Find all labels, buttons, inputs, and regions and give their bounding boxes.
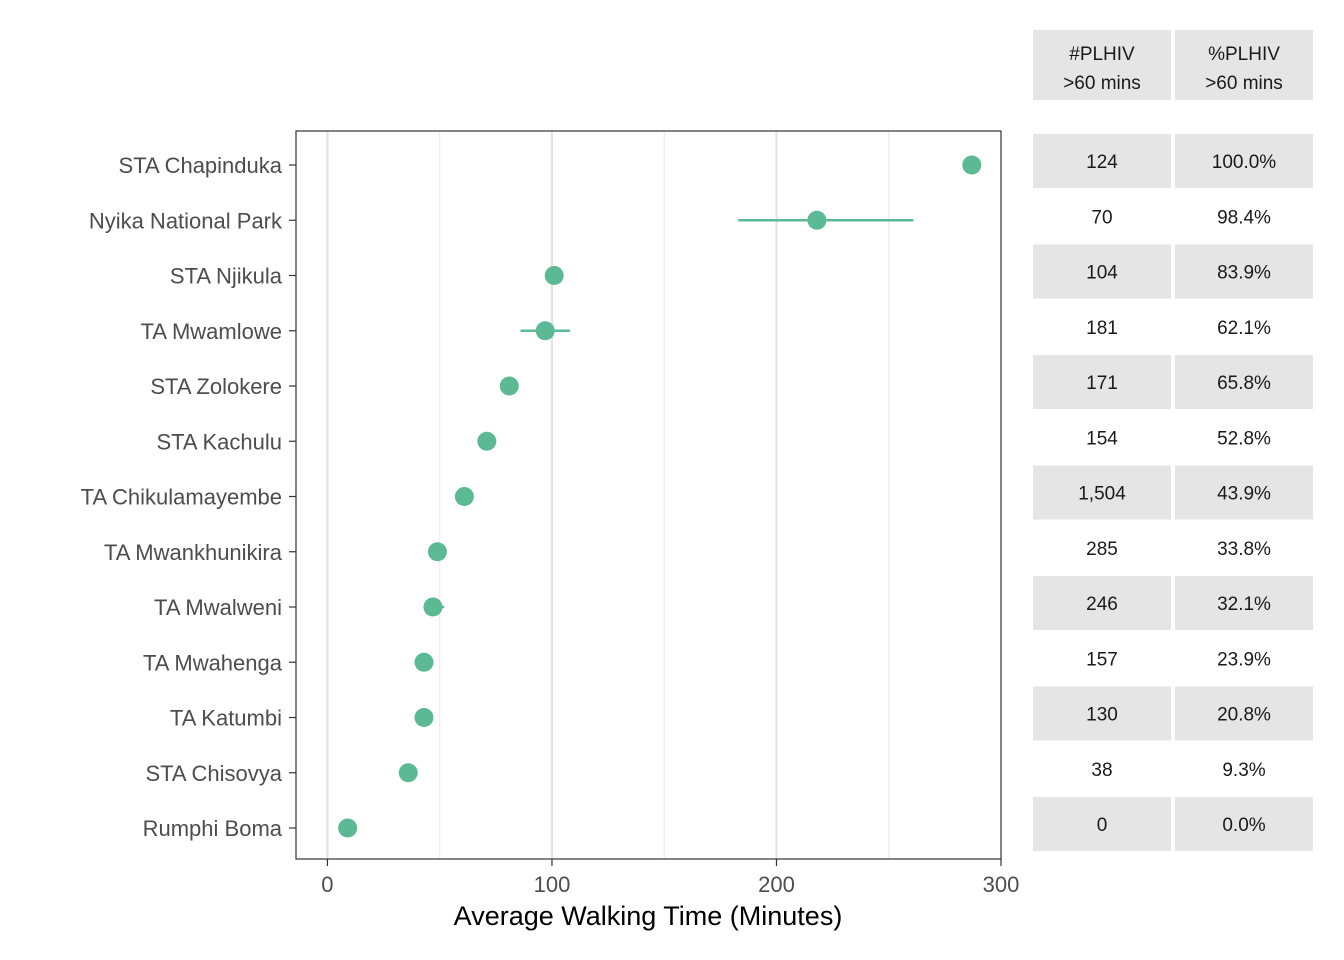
table-header-line2: >60 mins [1063,73,1141,94]
table-header-line1: #PLHIV [1069,44,1135,65]
table-cell-count: 1,504 [1078,484,1126,505]
table-cell-count: 171 [1086,373,1118,394]
table-cell-percent: 33.8% [1217,539,1271,560]
x-tick-label: 0 [321,872,333,897]
table-cell-percent: 62.1% [1217,318,1271,339]
table-row-shade [1175,355,1313,409]
table-cell-percent: 20.8% [1217,705,1271,726]
data-point [414,708,434,727]
data-point [338,818,358,838]
table-row-shade [1175,797,1313,851]
y-tick-label: STA Kachulu [156,429,282,454]
table-cell-percent: 52.8% [1217,428,1271,449]
table-row-shade [1175,686,1313,741]
table-cell-count: 70 [1091,207,1112,228]
y-tick-label: TA Chikulamayembe [81,485,282,510]
table-header-cell [1175,30,1313,100]
data-point [499,376,519,396]
points [338,155,982,838]
table-cell-percent: 43.9% [1217,484,1271,505]
table-row-shade [1175,134,1313,188]
data-point [544,266,564,285]
panel-border [295,130,1002,860]
table-header-cell [1033,30,1171,100]
table-row-shade [1175,244,1313,299]
data-point [398,763,418,783]
y-tick-label: TA Katumbi [170,706,282,731]
table-row-shade [1033,576,1171,630]
y-tick-label: TA Mwalweni [154,595,282,620]
y-tick-label: STA Zolokere [150,374,282,399]
table-cell-count: 154 [1086,428,1118,449]
data-point [807,210,827,230]
table-cell-count: 130 [1086,705,1118,726]
y-tick-label: TA Mwahenga [143,650,283,675]
table-cell-percent: 23.9% [1217,649,1271,670]
y-tick-label: Rumphi Boma [143,816,283,841]
table-row-shade [1033,686,1171,741]
data-point [962,155,982,175]
table-cell-percent: 0.0% [1222,815,1265,836]
table-cell-percent: 32.1% [1217,594,1271,615]
table-cell-percent: 9.3% [1222,760,1265,781]
table-cell-count: 285 [1086,539,1118,560]
table-row-shade [1033,465,1171,520]
grid-layer [326,131,890,859]
table-header-line1: %PLHIV [1208,44,1280,65]
plhiv-table: #PLHIV >60 mins %PLHIV >60 mins 124 100.0% 70 9… [1033,30,1313,851]
table-row-shade [1175,465,1313,520]
x-axis-title: Average Walking Time (Minutes) [454,901,843,931]
y-tick-label: STA Chapinduka [119,153,283,178]
table-row-shade [1033,355,1171,409]
table-header-line2: >60 mins [1205,73,1283,94]
x-axis: 0 100 200 300 [321,859,1019,897]
table-cell-count: 0 [1097,815,1108,836]
data-point [535,321,555,341]
x-tick-label: 100 [534,872,571,897]
y-tick-label: TA Mwankhunikira [104,540,283,565]
table-row-shade [1033,134,1171,188]
table-cell-count: 38 [1091,760,1112,781]
table-row-shade [1033,244,1171,299]
data-point [427,542,447,562]
table-cell-count: 181 [1086,318,1118,339]
data-point [423,597,443,617]
table-cell-count: 104 [1086,263,1118,284]
y-tick-label: TA Mwamlowe [141,319,282,344]
table-cell-count: 124 [1086,152,1118,173]
x-tick-label: 300 [983,872,1020,897]
table-cell-count: 246 [1086,594,1118,615]
table-cell-percent: 98.4% [1217,207,1271,228]
error-bars [428,218,914,609]
table-cell-percent: 65.8% [1217,373,1271,394]
data-point [414,652,434,672]
y-axis: STA Chapinduka Nyika National Park STA Nji… [81,153,296,841]
y-tick-label: Nyika National Park [89,208,283,233]
table-row-shade [1033,797,1171,851]
table-cell-count: 157 [1086,649,1118,670]
table-row-shade [1175,576,1313,630]
data-point [454,487,474,506]
data-point [477,431,497,451]
y-tick-label: STA Chisovya [145,761,282,786]
table-cell-percent: 100.0% [1212,152,1277,173]
y-tick-label: STA Njikula [170,264,283,289]
x-tick-label: 200 [758,872,795,897]
table-cell-percent: 83.9% [1217,263,1271,284]
